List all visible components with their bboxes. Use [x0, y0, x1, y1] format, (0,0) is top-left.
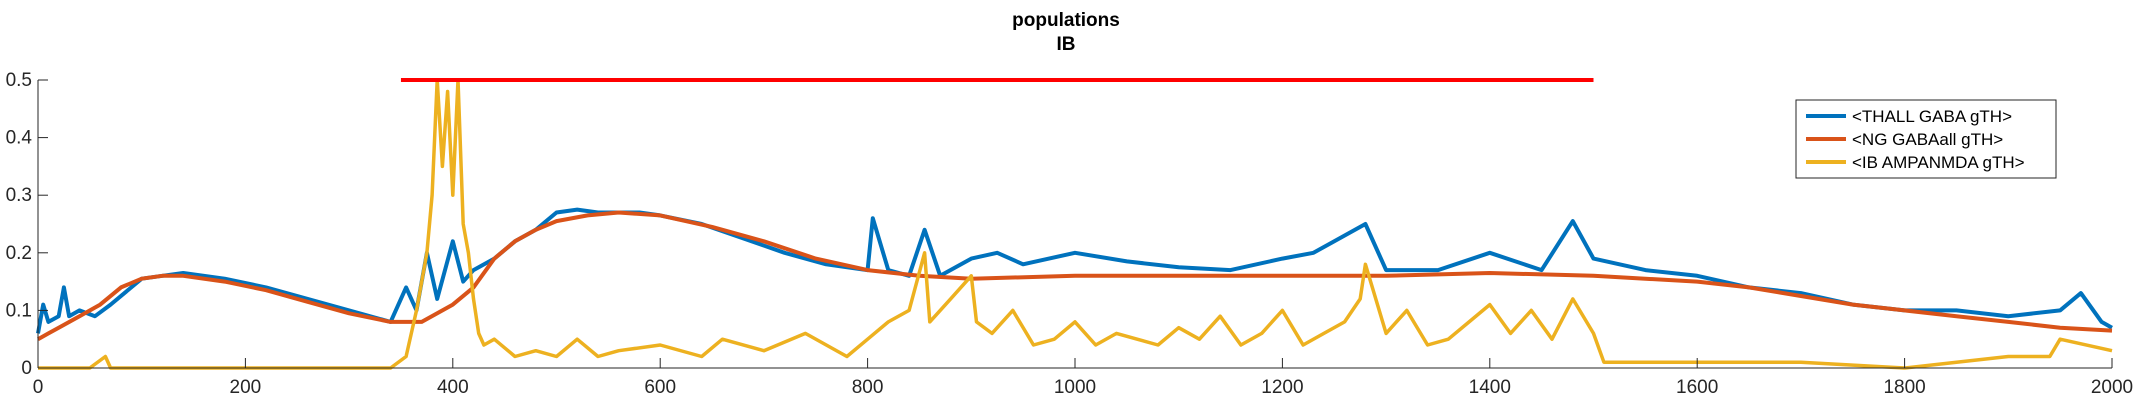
plot-area	[36, 78, 2113, 370]
y-tick-label: 0.1	[6, 300, 32, 321]
x-tick-label: 1600	[1676, 377, 1718, 398]
y-tick-label: 0	[21, 358, 32, 379]
y-tick-label: 0.2	[6, 243, 32, 264]
x-tick-label: 2000	[2091, 377, 2133, 398]
x-tick-label: 1200	[1261, 377, 1303, 398]
chart-subtitle: IB	[1057, 34, 1076, 55]
x-tick-label: 400	[437, 377, 469, 398]
legend: <THALL GABA gTH> <NG GABAall gTH> <IB AM…	[1795, 99, 2057, 179]
y-tick-label: 0.5	[6, 70, 32, 91]
x-tick-label: 1800	[1883, 377, 1925, 398]
series-line-3	[38, 78, 2113, 370]
x-tick-label: 0	[33, 377, 44, 398]
y-axis: 0 0.1 0.2 0.3 0.4 0.5	[6, 70, 48, 379]
legend-label-ib: <IB AMPANMDA gTH>	[1852, 153, 2025, 172]
y-tick-label: 0.3	[6, 185, 32, 206]
legend-label-ng: <NG GABAall gTH>	[1852, 130, 2003, 149]
x-tick-label: 1400	[1469, 377, 1511, 398]
x-tick-label: 1000	[1054, 377, 1096, 398]
y-tick-label: 0.4	[6, 128, 33, 149]
x-axis: 0 200 400 600 800 1000 1200 1400 1600 1800 2000	[33, 358, 2133, 398]
series-line-2	[37, 210, 2113, 341]
series-line-1	[36, 207, 2113, 334]
x-tick-label: 200	[230, 377, 262, 398]
legend-label-thall: <THALL GABA gTH>	[1852, 107, 2012, 126]
x-tick-label: 800	[852, 377, 884, 398]
x-tick-label: 600	[644, 377, 676, 398]
chart-title: populations	[1012, 10, 1120, 31]
